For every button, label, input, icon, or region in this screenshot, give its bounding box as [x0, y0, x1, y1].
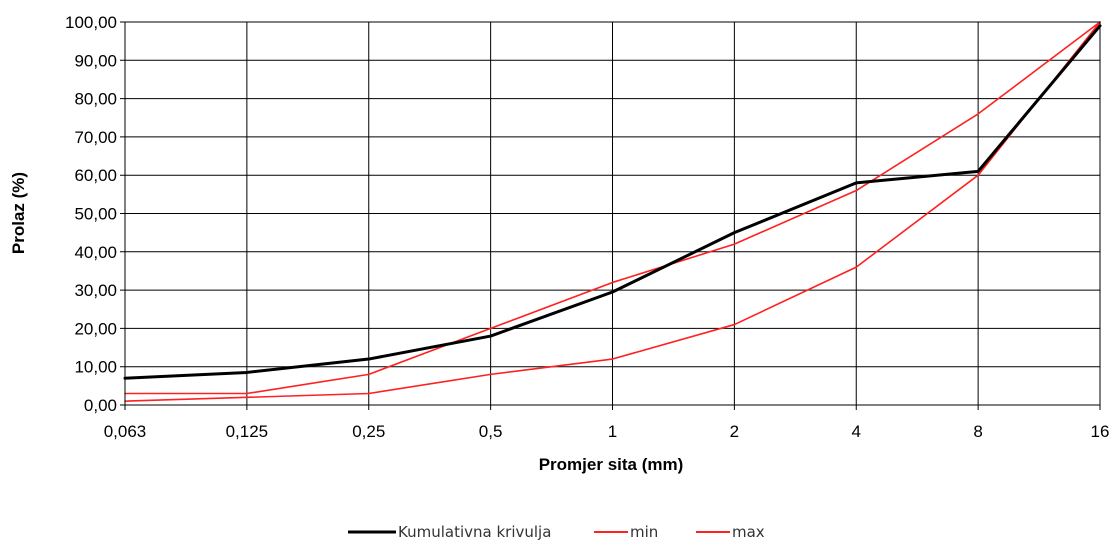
- y-tick-label: 70,00: [74, 128, 117, 147]
- legend-label-max: max: [732, 523, 765, 541]
- gridlines: [120, 21, 1101, 410]
- y-tick-label: 60,00: [74, 166, 117, 185]
- x-tick-label: 16: [1091, 422, 1110, 441]
- series-line-min: [124, 21, 1101, 402]
- x-axis-tick-labels: 0,063 0,125 0,25 0,5 1 2 4 8 16: [104, 422, 1110, 441]
- x-tick-label: 0,25: [352, 422, 385, 441]
- legend: Kumulativna krivulja min max: [348, 523, 765, 541]
- y-tick-label: 80,00: [74, 90, 117, 109]
- x-tick-label: 4: [852, 422, 861, 441]
- y-tick-label: 30,00: [74, 281, 117, 300]
- y-axis-tick-labels: 0,00 10,00 20,00 30,00 40,00 50,00 60,00 70,00 8…: [65, 13, 117, 415]
- x-tick-label: 0,125: [226, 422, 269, 441]
- plot-area-frame: [124, 21, 1101, 406]
- y-tick-label: 0,00: [84, 396, 117, 415]
- y-tick-label: 100,00: [65, 13, 117, 32]
- y-axis-title: Prolaz (%): [9, 172, 28, 254]
- x-tick-label: 2: [730, 422, 739, 441]
- x-tick-label: 8: [973, 422, 982, 441]
- y-tick-label: 50,00: [74, 205, 117, 224]
- y-tick-label: 40,00: [74, 243, 117, 262]
- series-lines: [123, 21, 1102, 402]
- x-tick-label: 0,5: [479, 422, 503, 441]
- x-tick-label: 1: [608, 422, 617, 441]
- y-tick-label: 90,00: [74, 51, 117, 70]
- y-tick-label: 10,00: [74, 358, 117, 377]
- series-line-kumulativna-krivulja: [123, 24, 1102, 380]
- legend-label-kumulativna-krivulja: Kumulativna krivulja: [398, 523, 551, 541]
- x-tick-label: 0,063: [104, 422, 147, 441]
- series-line-max: [124, 21, 1101, 395]
- legend-label-min: min: [630, 523, 658, 541]
- x-axis-title: Promjer sita (mm): [539, 455, 684, 474]
- y-tick-label: 20,00: [74, 319, 117, 338]
